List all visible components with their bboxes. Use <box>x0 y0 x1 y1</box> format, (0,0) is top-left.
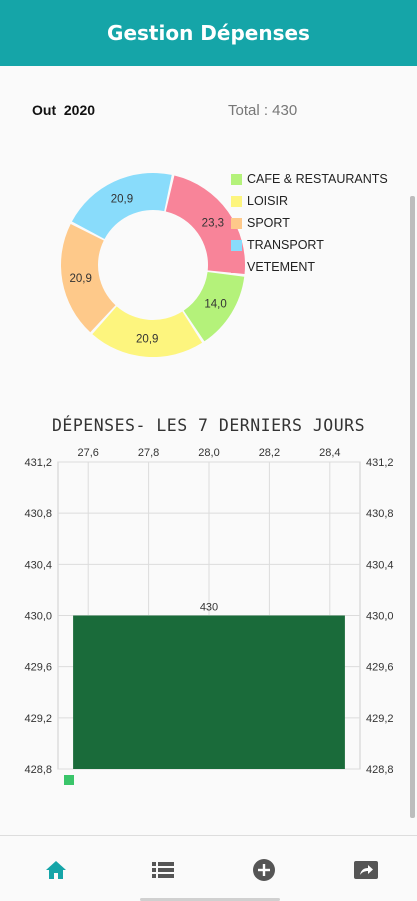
expenses-donut-chart[interactable]: 23,3 14,0 20,9 20,9 20,9 <box>58 170 248 360</box>
month-label[interactable]: Out 2020 <box>32 102 96 118</box>
x-tick-label: 28,4 <box>319 447 340 459</box>
share-icon <box>354 861 378 879</box>
scrollbar[interactable] <box>410 196 415 818</box>
x-tick-label: 27,8 <box>138 447 159 459</box>
y-tick-label-left: 429,2 <box>24 713 52 725</box>
nav-add[interactable] <box>244 850 284 890</box>
bottom-navigation <box>0 835 417 901</box>
slice-value-label: 23,3 <box>202 217 224 229</box>
x-tick-label: 27,6 <box>77 447 98 459</box>
y-tick-label-right: 430,0 <box>366 611 394 623</box>
legend-label: VETEMENT <box>247 260 316 274</box>
donut-slice[interactable] <box>71 173 172 239</box>
y-tick-label-left: 430,0 <box>24 611 52 623</box>
legend-swatch <box>231 217 242 229</box>
slice-value-label: 20,9 <box>136 333 158 345</box>
y-tick-label-right: 430,8 <box>366 508 394 520</box>
weekly-expenses-bar-chart[interactable]: 27,6 27,8 28,0 28,2 28,4 431,2 431,2 430,8 430,8… <box>0 446 417 791</box>
y-tick-label-left: 428,8 <box>24 764 52 776</box>
y-tick-label-right: 430,4 <box>366 559 394 571</box>
total-label: Total : 430 <box>228 102 298 119</box>
legend-item: VETEMENT <box>231 256 388 278</box>
x-tick-label: 28,0 <box>198 447 219 459</box>
y-tick-label-right: 429,6 <box>366 662 394 674</box>
donut-slice[interactable] <box>92 306 203 357</box>
bar-chart-title: DÉPENSES- LES 7 DERNIERS JOURS <box>51 416 365 435</box>
y-tick-label-left: 431,2 <box>24 457 52 469</box>
legend-label: CAFE & RESTAURANTS <box>247 172 388 186</box>
legend-item: TRANSPORT <box>231 234 388 256</box>
y-tick-label-left: 430,8 <box>24 508 52 520</box>
y-tick-label-right: 428,8 <box>366 764 394 776</box>
legend-label: SPORT <box>247 216 290 230</box>
add-circle-icon <box>253 859 275 881</box>
legend-swatch <box>231 195 242 207</box>
y-tick-label-left: 429,6 <box>24 662 52 674</box>
app-title: Gestion Dépenses <box>107 21 310 45</box>
donut-legend: CAFE & RESTAURANTS LOISIR SPORT TRANSPORT VE… <box>231 168 388 278</box>
slice-value-label: 14,0 <box>204 299 226 311</box>
legend-swatch <box>231 239 242 251</box>
legend-item: SPORT <box>231 212 388 234</box>
list-icon <box>152 862 174 878</box>
slice-value-label: 20,9 <box>111 193 133 205</box>
y-tick-label-right: 431,2 <box>366 457 394 469</box>
legend-swatch <box>64 775 74 785</box>
y-tick-label-right: 429,2 <box>366 713 394 725</box>
donut-slice[interactable] <box>165 175 246 275</box>
legend-label: LOISIR <box>247 194 288 208</box>
bar-value-label: 430 <box>200 602 218 614</box>
donut-slice[interactable] <box>61 223 116 333</box>
nav-home[interactable] <box>36 850 76 890</box>
nav-share[interactable] <box>346 850 386 890</box>
nav-list[interactable] <box>143 850 183 890</box>
bar[interactable] <box>73 615 345 770</box>
donut-slice[interactable] <box>183 272 245 342</box>
legend-label: TRANSPORT <box>247 238 324 252</box>
slice-value-label: 20,9 <box>69 273 91 285</box>
x-tick-label: 28,2 <box>259 447 280 459</box>
legend-item: LOISIR <box>231 190 388 212</box>
legend-item: CAFE & RESTAURANTS <box>231 168 388 190</box>
home-icon <box>46 861 66 879</box>
app-bar: Gestion Dépenses <box>0 0 417 66</box>
legend-swatch <box>231 173 242 185</box>
legend-swatch <box>231 261 242 273</box>
y-tick-label-left: 430,4 <box>24 559 52 571</box>
